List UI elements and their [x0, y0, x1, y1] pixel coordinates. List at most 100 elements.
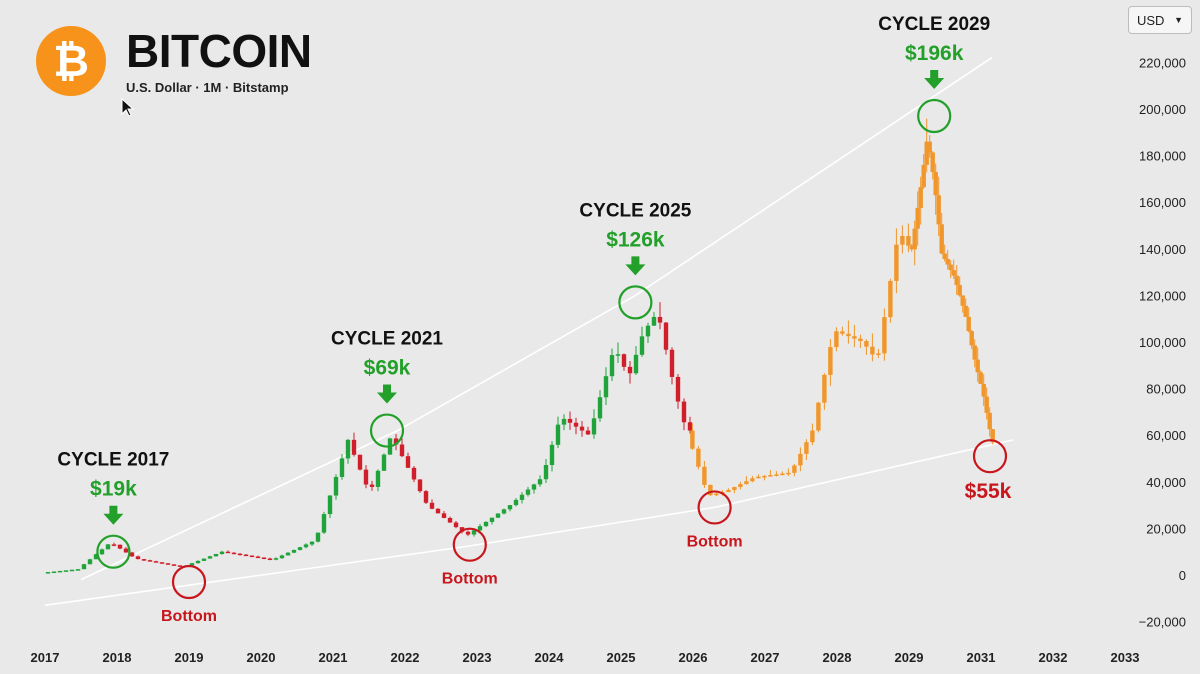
projection-candle	[960, 295, 965, 313]
candle-body	[579, 426, 585, 431]
candle-body	[774, 474, 779, 476]
candle-body	[876, 353, 881, 355]
candle-body	[507, 505, 513, 510]
currency-select[interactable]: USD ▼	[1128, 6, 1192, 34]
projection-candle	[918, 176, 923, 225]
x-tick-label: 2033	[1111, 650, 1140, 665]
y-tick-label: 0	[1179, 568, 1186, 583]
candle	[483, 521, 489, 528]
candle	[291, 549, 297, 554]
candle-body	[369, 484, 375, 487]
candle-body	[786, 472, 791, 475]
cycle-peak-value: $69k	[364, 357, 411, 380]
candle-body	[459, 527, 465, 532]
candle-body	[915, 207, 920, 229]
candle-body	[177, 565, 183, 567]
candle-body	[513, 499, 519, 506]
candle-body	[939, 224, 944, 254]
cycle-peak-value: $196k	[905, 42, 964, 65]
candle-body	[987, 412, 992, 430]
candle-body	[858, 338, 863, 342]
chevron-down-icon: ▼	[1174, 15, 1183, 25]
candle-body	[744, 481, 749, 485]
bottom-circle	[452, 527, 487, 562]
candle	[237, 553, 243, 556]
candle-body	[894, 244, 899, 281]
projection-candle	[762, 475, 767, 481]
candle	[429, 499, 435, 510]
cycle-peak-value: $19k	[90, 478, 137, 501]
candle-body	[852, 336, 857, 339]
candle-body	[135, 556, 141, 560]
candle-body	[909, 245, 914, 250]
y-tick-label: 220,000	[1139, 55, 1186, 70]
candle	[219, 550, 225, 555]
candle-body	[357, 454, 363, 470]
candle-body	[840, 331, 845, 334]
candle-body	[243, 554, 249, 557]
candle-body	[969, 331, 974, 346]
projection-candle	[900, 225, 905, 254]
cycle-label: CYCLE 2017	[57, 450, 169, 471]
projection-candle	[834, 327, 839, 352]
candle	[657, 302, 663, 330]
candle	[57, 570, 63, 573]
candle	[105, 544, 111, 550]
candle-body	[117, 544, 123, 549]
trendline-upper	[80, 57, 993, 581]
candle	[441, 511, 447, 519]
x-tick-label: 2027	[751, 650, 780, 665]
peak-circle	[369, 413, 405, 448]
candle-body	[627, 366, 633, 374]
bottom-circle	[171, 564, 207, 600]
candle-body	[441, 513, 447, 518]
projection-candle	[990, 428, 995, 445]
y-tick-label: 120,000	[1139, 288, 1186, 303]
candle	[531, 483, 537, 494]
candle	[339, 454, 345, 480]
candle	[69, 569, 75, 572]
candle-body	[573, 422, 579, 427]
candle	[465, 530, 471, 537]
y-tick-label: 100,000	[1139, 335, 1186, 350]
candle	[525, 486, 531, 497]
candle	[669, 347, 675, 385]
candle-body	[405, 456, 411, 468]
bottom-circle	[697, 490, 732, 525]
candle-body	[189, 563, 195, 566]
candle-body	[237, 553, 243, 556]
candle-body	[153, 561, 159, 563]
x-tick-label: 2031	[967, 650, 996, 665]
candle-body	[261, 557, 267, 560]
candle	[369, 480, 375, 491]
y-tick-label: 40,000	[1146, 475, 1186, 490]
peak-circle	[96, 534, 131, 569]
x-tick-label: 2032	[1039, 650, 1068, 665]
candle-body	[984, 396, 989, 413]
projection-candle	[927, 135, 932, 158]
projection-candle	[756, 474, 761, 479]
candle-body	[834, 331, 839, 348]
candle-body	[393, 438, 399, 445]
candle	[297, 546, 303, 551]
cycle-label: CYCLE 2025	[579, 200, 691, 221]
candle-body	[930, 152, 935, 172]
candle-body	[195, 560, 201, 564]
candle-body	[279, 555, 285, 559]
candle-body	[585, 430, 591, 435]
x-tick-label: 2025	[607, 650, 636, 665]
candle-body	[537, 479, 543, 485]
candle	[489, 517, 495, 525]
candle	[285, 551, 291, 556]
candle	[177, 565, 183, 567]
projection-candle	[738, 481, 743, 490]
candle	[279, 554, 285, 559]
candle-body	[972, 345, 977, 360]
candle	[111, 542, 117, 547]
candle	[597, 390, 603, 422]
projection-candle	[732, 486, 737, 494]
x-tick-label: 2020	[247, 650, 276, 665]
candle-body	[687, 422, 693, 431]
candle	[363, 465, 369, 489]
